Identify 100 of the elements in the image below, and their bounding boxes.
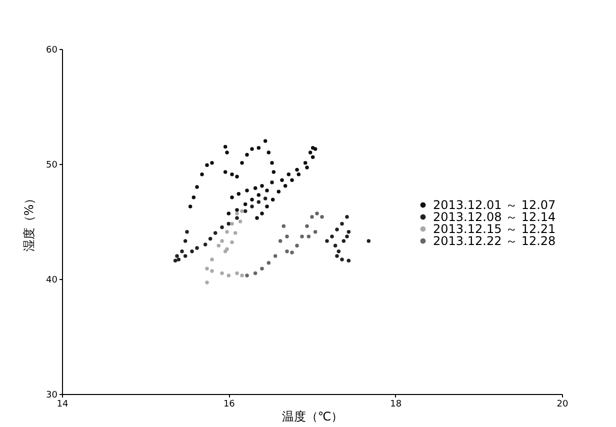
point [305, 224, 309, 228]
point [263, 139, 268, 143]
point [256, 146, 261, 150]
x-tick-label: 20 [556, 400, 568, 410]
y-tick-label: 60 [46, 46, 58, 56]
point [176, 258, 181, 262]
point [195, 185, 199, 189]
point [226, 212, 231, 216]
point [216, 244, 221, 248]
point [285, 250, 289, 254]
point [183, 254, 188, 258]
point [245, 188, 249, 192]
point [306, 234, 311, 238]
x-tick-label: 14 [56, 400, 68, 410]
point [255, 216, 259, 220]
point [260, 184, 264, 188]
y-tick-label: 40 [46, 276, 58, 286]
point [278, 239, 282, 243]
point [342, 239, 346, 243]
point [235, 216, 239, 220]
point [305, 166, 309, 170]
point [366, 239, 371, 243]
y-axis-title: 湿度（%） [22, 192, 36, 252]
point [210, 258, 214, 262]
point [310, 155, 315, 159]
point [226, 274, 231, 278]
point [223, 144, 228, 149]
point [250, 147, 254, 151]
point [273, 254, 278, 258]
point [346, 258, 351, 262]
point [330, 234, 334, 238]
point [336, 250, 341, 254]
point [256, 193, 261, 197]
point [220, 225, 224, 230]
point [238, 220, 242, 224]
point [265, 204, 269, 208]
point [235, 212, 239, 216]
point [315, 212, 319, 216]
point [313, 230, 318, 234]
point [235, 174, 239, 179]
legend-label: 2013.12.01 ～ 12.07 [433, 198, 556, 212]
x-tick-label: 18 [390, 400, 402, 410]
y-tick-label: 30 [46, 390, 58, 400]
point [253, 271, 258, 276]
point [335, 228, 339, 232]
point [272, 170, 276, 174]
point [230, 222, 234, 226]
legend-label: 2013.12.22 ～ 12.28 [433, 234, 556, 248]
point [303, 160, 308, 165]
point [223, 170, 228, 174]
point [203, 242, 208, 246]
point [290, 250, 294, 254]
point [180, 250, 184, 254]
point [250, 204, 254, 208]
point [333, 244, 338, 248]
point [200, 172, 204, 176]
point [300, 234, 304, 238]
point [190, 250, 194, 254]
point [340, 258, 344, 262]
point [266, 150, 271, 154]
point [205, 280, 209, 284]
point [290, 178, 294, 182]
point [345, 234, 349, 238]
point [320, 215, 324, 219]
point [276, 190, 281, 194]
point [185, 230, 189, 234]
point [245, 152, 249, 157]
point [230, 195, 234, 200]
point [240, 209, 244, 214]
point [260, 266, 264, 271]
point [270, 180, 274, 184]
legend-label: 2013.12.08 ～ 12.14 [433, 210, 556, 224]
point [345, 215, 349, 219]
point [225, 150, 229, 154]
point [245, 274, 249, 278]
point [310, 215, 314, 219]
point [313, 147, 318, 151]
point [286, 172, 291, 176]
point [205, 163, 209, 168]
point [240, 160, 244, 165]
point [226, 222, 231, 226]
point [243, 209, 248, 214]
point [235, 208, 239, 212]
point [205, 266, 209, 271]
point [285, 234, 289, 238]
point [243, 202, 248, 206]
point [225, 230, 229, 234]
point [295, 244, 299, 248]
point [280, 178, 284, 182]
point [295, 168, 299, 172]
point [210, 269, 214, 273]
point [230, 240, 234, 244]
point [230, 172, 234, 176]
point [233, 231, 238, 235]
y-tick-label: 50 [46, 160, 58, 170]
point [250, 198, 254, 202]
point [346, 230, 351, 234]
point [188, 204, 192, 208]
point [210, 160, 214, 165]
point [266, 261, 271, 265]
